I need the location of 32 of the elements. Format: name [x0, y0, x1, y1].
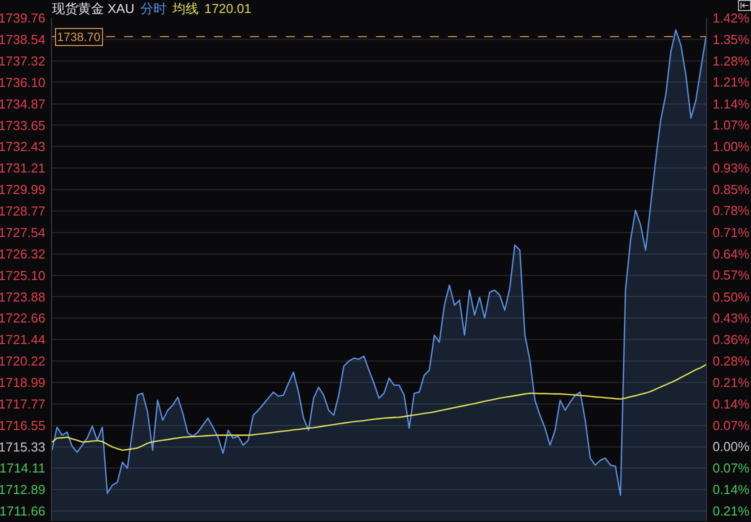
y2-tick-label: 0.14% [712, 482, 750, 497]
y2-tick-label: 0.71% [712, 224, 750, 240]
y2-tick-label: 0.36% [712, 332, 750, 348]
y2-tick-label: 0.00% [712, 439, 750, 454]
y2-tick-label: 0.14% [712, 396, 750, 412]
y2-tick-label: 1.00% [712, 139, 750, 154]
ref-line-label: 1738.70 [57, 30, 101, 44]
y2-tick-label: 0.78% [712, 203, 750, 218]
y2-tick-label: 1.28% [712, 53, 750, 68]
text: 1720.01 [204, 0, 252, 18]
y2-tick-label: 1.14% [712, 96, 750, 112]
text: 分时 [140, 0, 166, 18]
y2-tick-label: 0.43% [712, 310, 750, 326]
y2-tick-label: 1.21% [712, 74, 750, 90]
y2-tick-label: 0.93% [712, 160, 750, 176]
y-tick-label: 1711.66 [0, 504, 46, 519]
line-series [52, 364, 706, 451]
y2-tick-label: 0.50% [712, 289, 750, 304]
y2-tick-label: 1.42% [712, 10, 750, 26]
text: 均线 [172, 0, 198, 18]
y2-tick-label: 0.57% [712, 268, 750, 283]
y2-tick-label: 0.64% [712, 246, 750, 262]
y-tick-label: 1714.11 [0, 460, 46, 476]
y2-tick-label: 0.07% [712, 418, 750, 433]
y2-tick-label: 0.85% [712, 182, 750, 197]
y2-tick-label: 0.21% [712, 504, 750, 519]
y2-tick-label: 1.35% [712, 32, 750, 47]
y2-tick-label: 1.07% [712, 118, 750, 133]
y2-tick-label: 0.28% [712, 353, 750, 368]
chart-title: 现货黄金 XAU [52, 0, 134, 18]
y2-tick-label: 0.21% [712, 375, 750, 390]
y2-tick-label: 0.07% [712, 460, 750, 476]
